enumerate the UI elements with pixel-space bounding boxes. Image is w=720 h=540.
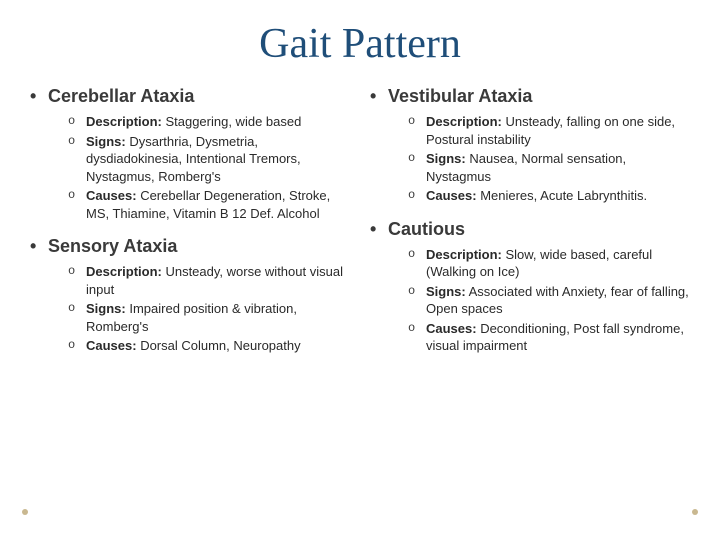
item-label: Description:: [86, 114, 162, 129]
list-item: Causes: Deconditioning, Post fall syndro…: [408, 320, 690, 355]
decorative-dot-icon: [692, 509, 698, 515]
list-item: Signs: Impaired position & vibration, Ro…: [68, 300, 350, 335]
section-heading: Vestibular Ataxia: [370, 86, 690, 107]
item-list: Description: Slow, wide based, careful (…: [370, 246, 690, 355]
list-item: Causes: Cerebellar Degeneration, Stroke,…: [68, 187, 350, 222]
item-list: Description: Unsteady, worse without vis…: [30, 263, 350, 355]
item-label: Causes:: [426, 321, 477, 336]
item-text: Staggering, wide based: [162, 114, 301, 129]
section-cerebellar: Cerebellar Ataxia Description: Staggerin…: [30, 86, 350, 222]
item-label: Description:: [426, 114, 502, 129]
slide-title: Gait Pattern: [30, 20, 690, 68]
item-label: Causes:: [86, 188, 137, 203]
item-list: Description: Staggering, wide based Sign…: [30, 113, 350, 222]
item-label: Signs:: [86, 301, 126, 316]
list-item: Description: Slow, wide based, careful (…: [408, 246, 690, 281]
item-text: Dorsal Column, Neuropathy: [137, 338, 301, 353]
item-label: Description:: [426, 247, 502, 262]
right-column: Vestibular Ataxia Description: Unsteady,…: [370, 86, 690, 369]
content-columns: Cerebellar Ataxia Description: Staggerin…: [30, 86, 690, 369]
list-item: Signs: Dysarthria, Dysmetria, dysdiadoki…: [68, 133, 350, 186]
section-sensory: Sensory Ataxia Description: Unsteady, wo…: [30, 236, 350, 355]
item-label: Signs:: [426, 284, 466, 299]
item-label: Causes:: [86, 338, 137, 353]
item-text: Associated with Anxiety, fear of falling…: [426, 284, 689, 317]
item-label: Description:: [86, 264, 162, 279]
item-list: Description: Unsteady, falling on one si…: [370, 113, 690, 205]
section-heading: Sensory Ataxia: [30, 236, 350, 257]
list-item: Causes: Dorsal Column, Neuropathy: [68, 337, 350, 355]
list-item: Description: Unsteady, falling on one si…: [408, 113, 690, 148]
item-label: Signs:: [86, 134, 126, 149]
list-item: Description: Staggering, wide based: [68, 113, 350, 131]
decorative-dot-icon: [22, 509, 28, 515]
list-item: Causes: Menieres, Acute Labrynthitis.: [408, 187, 690, 205]
list-item: Description: Unsteady, worse without vis…: [68, 263, 350, 298]
section-heading: Cautious: [370, 219, 690, 240]
item-label: Causes:: [426, 188, 477, 203]
section-cautious: Cautious Description: Slow, wide based, …: [370, 219, 690, 355]
item-text: Menieres, Acute Labrynthitis.: [477, 188, 648, 203]
list-item: Signs: Nausea, Normal sensation, Nystagm…: [408, 150, 690, 185]
section-vestibular: Vestibular Ataxia Description: Unsteady,…: [370, 86, 690, 205]
left-column: Cerebellar Ataxia Description: Staggerin…: [30, 86, 350, 369]
section-heading: Cerebellar Ataxia: [30, 86, 350, 107]
slide: Gait Pattern Cerebellar Ataxia Descripti…: [0, 0, 720, 540]
list-item: Signs: Associated with Anxiety, fear of …: [408, 283, 690, 318]
item-label: Signs:: [426, 151, 466, 166]
